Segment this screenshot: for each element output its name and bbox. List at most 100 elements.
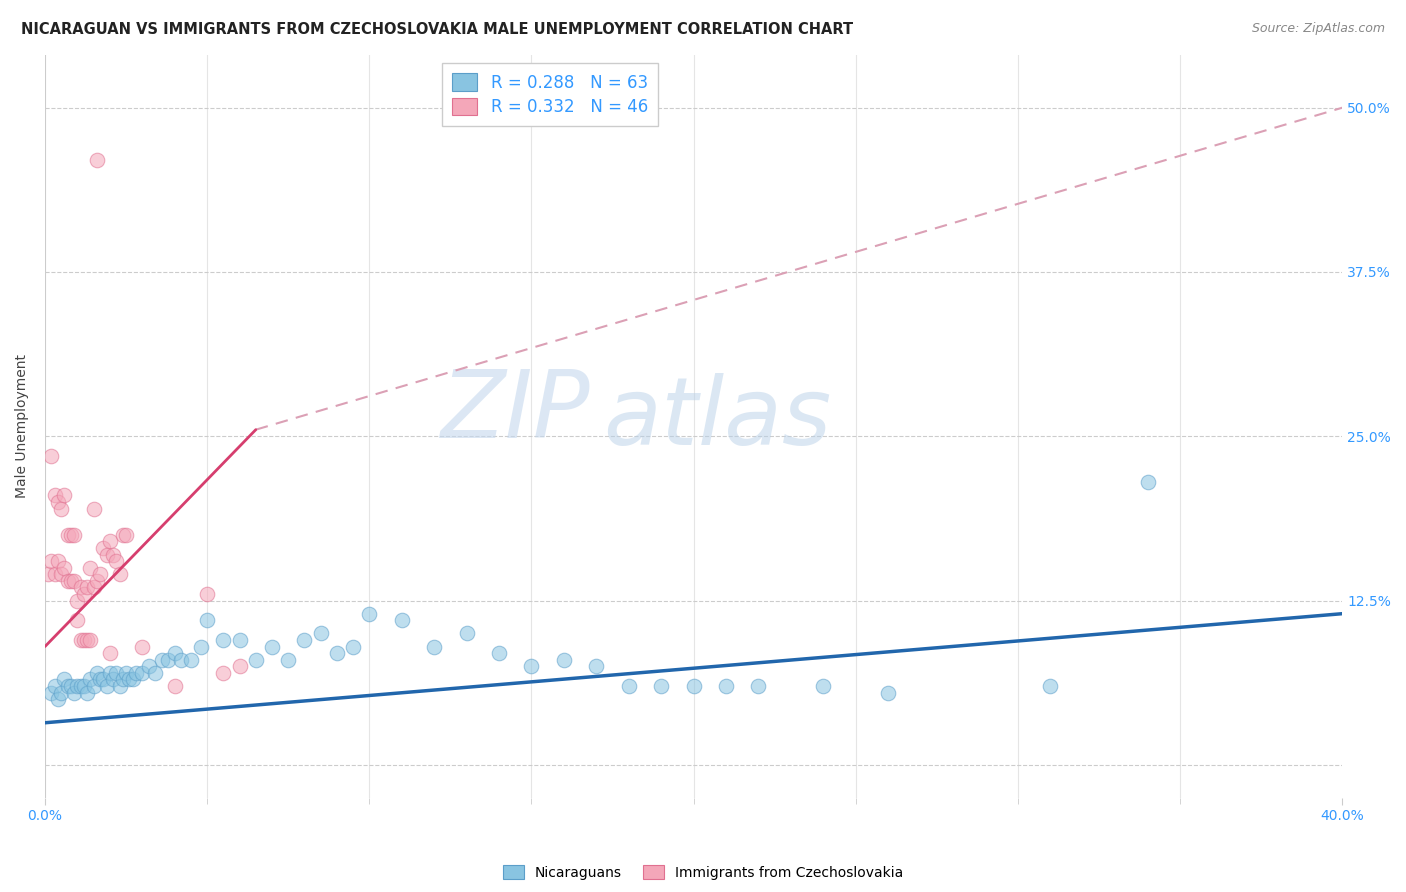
Point bbox=[59, 574, 82, 588]
Point bbox=[66, 679, 89, 693]
Point bbox=[121, 673, 143, 687]
Point bbox=[79, 560, 101, 574]
Point bbox=[131, 665, 153, 680]
Point bbox=[83, 501, 105, 516]
Point bbox=[98, 665, 121, 680]
Y-axis label: Male Unemployment: Male Unemployment bbox=[15, 354, 30, 499]
Point bbox=[41, 554, 63, 568]
Text: NICARAGUAN VS IMMIGRANTS FROM CZECHOSLOVAKIA MALE UNEMPLOYMENT CORRELATION CHART: NICARAGUAN VS IMMIGRANTS FROM CZECHOSLOV… bbox=[21, 22, 853, 37]
Point bbox=[44, 679, 66, 693]
Point bbox=[617, 679, 640, 693]
Point bbox=[190, 640, 212, 654]
Point bbox=[41, 449, 63, 463]
Point bbox=[83, 679, 105, 693]
Point bbox=[228, 659, 250, 673]
Text: atlas: atlas bbox=[603, 374, 831, 465]
Point bbox=[53, 673, 76, 687]
Point bbox=[101, 673, 124, 687]
Point bbox=[391, 613, 413, 627]
Point bbox=[51, 501, 73, 516]
Point bbox=[163, 679, 186, 693]
Point bbox=[101, 548, 124, 562]
Point bbox=[163, 646, 186, 660]
Point bbox=[83, 581, 105, 595]
Point bbox=[41, 685, 63, 699]
Point bbox=[53, 560, 76, 574]
Point bbox=[714, 679, 737, 693]
Point bbox=[359, 607, 381, 621]
Point bbox=[89, 673, 111, 687]
Point bbox=[69, 581, 91, 595]
Point bbox=[86, 665, 108, 680]
Point bbox=[66, 593, 89, 607]
Point bbox=[143, 665, 166, 680]
Point bbox=[228, 632, 250, 647]
Point bbox=[76, 685, 98, 699]
Point bbox=[73, 679, 96, 693]
Point bbox=[59, 528, 82, 542]
Point bbox=[96, 548, 118, 562]
Point bbox=[79, 632, 101, 647]
Point bbox=[63, 528, 86, 542]
Point bbox=[63, 685, 86, 699]
Point bbox=[131, 640, 153, 654]
Point bbox=[79, 673, 101, 687]
Point bbox=[520, 659, 543, 673]
Point bbox=[76, 632, 98, 647]
Point bbox=[682, 679, 704, 693]
Point bbox=[69, 632, 91, 647]
Point bbox=[260, 640, 283, 654]
Point bbox=[111, 528, 134, 542]
Point bbox=[98, 534, 121, 549]
Point bbox=[650, 679, 672, 693]
Point bbox=[180, 653, 202, 667]
Point bbox=[46, 692, 69, 706]
Point bbox=[553, 653, 575, 667]
Point bbox=[1039, 679, 1062, 693]
Point bbox=[63, 574, 86, 588]
Legend: Nicaraguans, Immigrants from Czechoslovakia: Nicaraguans, Immigrants from Czechoslova… bbox=[498, 859, 908, 885]
Point bbox=[86, 153, 108, 168]
Point bbox=[138, 659, 160, 673]
Point bbox=[69, 679, 91, 693]
Point bbox=[108, 679, 131, 693]
Point bbox=[423, 640, 446, 654]
Point bbox=[96, 679, 118, 693]
Point bbox=[111, 673, 134, 687]
Point bbox=[456, 626, 478, 640]
Point bbox=[125, 665, 148, 680]
Point bbox=[212, 632, 235, 647]
Point bbox=[277, 653, 299, 667]
Point bbox=[585, 659, 607, 673]
Point bbox=[66, 613, 89, 627]
Point bbox=[46, 495, 69, 509]
Point bbox=[73, 587, 96, 601]
Point bbox=[212, 665, 235, 680]
Point bbox=[150, 653, 173, 667]
Point bbox=[877, 685, 900, 699]
Point bbox=[56, 528, 79, 542]
Point bbox=[93, 673, 115, 687]
Point bbox=[51, 567, 73, 582]
Point bbox=[56, 574, 79, 588]
Point bbox=[813, 679, 835, 693]
Point bbox=[342, 640, 364, 654]
Point bbox=[89, 567, 111, 582]
Point bbox=[115, 528, 138, 542]
Point bbox=[115, 665, 138, 680]
Point bbox=[44, 567, 66, 582]
Point bbox=[118, 673, 141, 687]
Point bbox=[157, 653, 180, 667]
Point bbox=[488, 646, 510, 660]
Point bbox=[105, 554, 128, 568]
Point bbox=[195, 587, 218, 601]
Point bbox=[105, 665, 128, 680]
Point bbox=[170, 653, 193, 667]
Point bbox=[86, 574, 108, 588]
Point bbox=[245, 653, 267, 667]
Point bbox=[108, 567, 131, 582]
Point bbox=[195, 613, 218, 627]
Point bbox=[93, 541, 115, 555]
Point bbox=[37, 567, 59, 582]
Point bbox=[56, 679, 79, 693]
